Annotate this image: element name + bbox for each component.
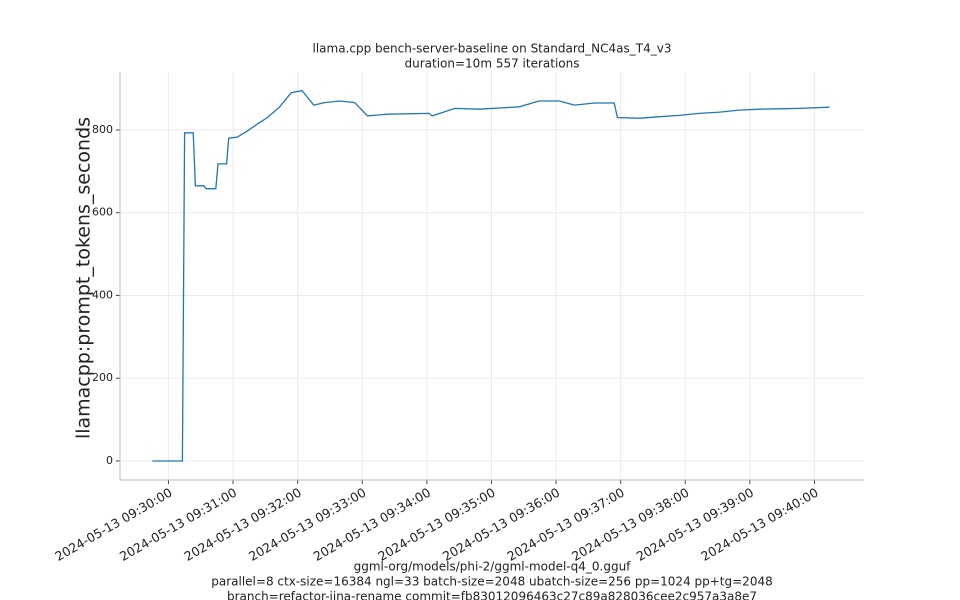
y-tick-label: 400: [92, 288, 113, 301]
y-tick-label: 800: [92, 123, 113, 136]
x-tick-label: 2024-05-13 09:33:00: [246, 485, 369, 564]
x-tick-label: 2024-05-13 09:30:00: [52, 485, 175, 564]
line-series: [152, 89, 830, 462]
x-axis-label: ggml-org/models/phi-2/ggml-model-q4_0.gg…: [354, 560, 632, 574]
x-tick-label: 2024-05-13 09:38:00: [569, 485, 692, 564]
chart-subtitle: duration=10m 557 iterations: [405, 57, 580, 71]
x-tick-label: 2024-05-13 09:32:00: [181, 485, 304, 564]
x-tick-label: 2024-05-13 09:34:00: [311, 485, 434, 564]
x-tick-label: 2024-05-13 09:37:00: [504, 485, 627, 564]
x-tick-label: 2024-05-13 09:39:00: [634, 485, 757, 564]
y-tick-label: 0: [106, 454, 113, 467]
x-tick-label: 2024-05-13 09:31:00: [117, 485, 240, 564]
y-axis-label: llamacpp:prompt_tokens_seconds: [73, 117, 95, 439]
x-axis-label: branch=refactor-jina-rename commit=fb830…: [227, 590, 757, 600]
x-tick-label: 2024-05-13 09:40:00: [698, 485, 821, 564]
y-tick-label: 200: [92, 371, 113, 384]
x-tick-label: 2024-05-13 09:36:00: [440, 485, 563, 564]
chart-title: llama.cpp bench-server-baseline on Stand…: [313, 42, 672, 56]
x-axis-label: parallel=8 ctx-size=16384 ngl=33 batch-s…: [211, 575, 772, 589]
x-tick-label: 2024-05-13 09:35:00: [375, 485, 498, 564]
y-tick-label: 600: [92, 206, 113, 219]
